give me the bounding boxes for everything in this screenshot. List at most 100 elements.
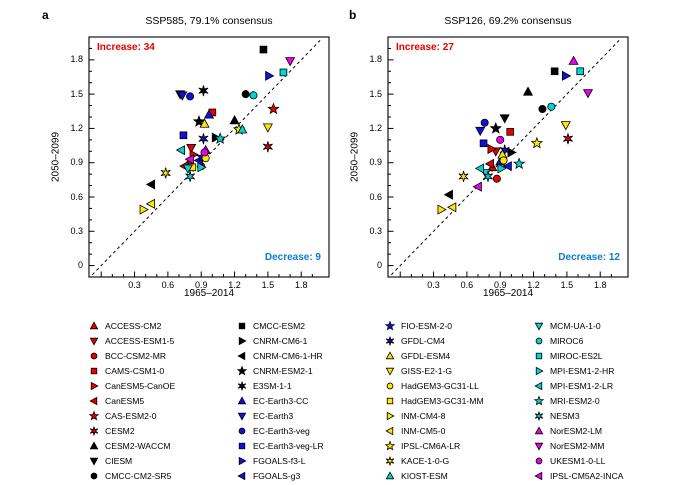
legend-model-label: IPSL-CM5A2-INCA: [550, 470, 624, 481]
data-point-IPSL-CM5A2-INCA: [184, 154, 194, 165]
tri-up-marker-icon: [385, 350, 395, 359]
tri-right-marker-icon: [386, 411, 395, 420]
data-point-INM-CM5-0: [447, 202, 457, 213]
data-point-CAS-ESM2-0: [267, 102, 280, 115]
circle-marker-icon: [386, 382, 394, 389]
legend-column-1: ACCESS-CM2 ACCESS-ESM1-5 BCC-CSM2-MR CAMS-C…: [88, 318, 175, 483]
legend-model-label: NorESM2-MM: [550, 440, 605, 451]
legend-item: GISS-E2-1-G: [384, 363, 484, 378]
data-point-FGOALS-f3-L: [561, 70, 572, 81]
legend-item: NorESM2-MM: [533, 438, 624, 453]
data-point-NorESM2-MM: [285, 57, 296, 67]
legend-model-label: HadGEM3-GC31-MM: [401, 395, 484, 406]
legend-item: CAMS-CSM1-0: [88, 363, 175, 378]
tri-up-marker-icon: [385, 470, 395, 479]
legend-item: HadGEM3-GC31-MM: [384, 393, 484, 408]
data-point-CNRM-CM6-1-HR: [145, 179, 156, 190]
square-marker-icon: [386, 397, 394, 404]
legend-model-label: HadGEM3-GC31-LL: [401, 380, 479, 391]
tri-left-marker-icon: [385, 426, 394, 435]
data-point-MCM-UA-1-0: [182, 164, 193, 174]
circle-marker-icon: [535, 457, 543, 464]
tri-left-marker-icon: [89, 396, 98, 405]
data-point-CNRM-ESM2-1: [192, 115, 206, 127]
data-point-NESM3: [185, 170, 196, 182]
star-marker-icon: [533, 394, 545, 405]
data-point-CAMS-CSM1-0: [506, 128, 515, 136]
y-tick-label: 0.6: [70, 191, 83, 202]
tri-down-marker-icon: [534, 322, 544, 331]
y-tick-label: 1.5: [70, 88, 83, 99]
asterisk-marker-icon: [534, 410, 544, 421]
data-point-CanESM5: [484, 158, 495, 169]
circle-marker-icon: [535, 337, 543, 344]
legend-item: HadGEM3-GC31-LL: [384, 378, 484, 393]
tri-down-marker-icon: [237, 412, 247, 421]
legend-model-label: CMCC-ESM2: [253, 320, 306, 331]
legend-column-3: FIO-ESM-2-0 GFDL-CM4 GFDL-ESM4 GISS-E2-1-G H…: [384, 318, 484, 483]
data-point-ACCESS-ESM1-5: [186, 144, 197, 154]
legend-item: CAS-ESM2-0: [88, 408, 175, 423]
legend-item: MCM-UA-1-0: [533, 318, 624, 333]
asterisk-marker-icon: [385, 335, 395, 346]
legend-model-label: FGOALS-g3: [253, 470, 301, 481]
asterisk-marker-icon: [385, 455, 395, 466]
panel-a-title: SSP585, 79.1% consensus: [145, 15, 273, 27]
circle-marker-icon: [535, 337, 543, 344]
tri-left-marker-icon: [237, 351, 246, 360]
square-marker-icon: [238, 442, 246, 449]
tri-right-marker-icon: [386, 411, 395, 420]
circle-marker-icon: [90, 472, 98, 479]
data-point-CanESM5-CanOE: [487, 143, 497, 155]
data-point-INM-CM4-8: [437, 204, 447, 215]
star-marker-icon: [88, 409, 100, 420]
data-point-FGOALS-g3: [502, 161, 512, 172]
legend-item: EC-Earth3: [236, 408, 324, 423]
y-tick-label: 0: [376, 260, 382, 271]
legend-model-label: BCC-CSM2-MR: [105, 350, 167, 361]
legend-model-label: GISS-E2-1-G: [401, 365, 453, 376]
legend-model-label: INM-CM4-8: [401, 410, 446, 421]
legend-model-label: GFDL-CM4: [401, 335, 445, 346]
tri-up-marker-icon: [89, 320, 99, 329]
legend-model-label: CNRM-CM6-1-HR: [253, 350, 323, 361]
panel-b-xaxis-label: 1965–2014: [482, 288, 534, 299]
asterisk-marker-icon: [237, 380, 247, 391]
data-point-CMCC-ESM2: [259, 45, 268, 54]
legend-item: CESM2: [88, 423, 175, 438]
data-point-CMCC-CM2-SR5: [241, 90, 250, 99]
x-tick-label: 0.6: [161, 280, 175, 290]
tri-down-marker-icon: [385, 367, 395, 376]
data-point-NorESM2-LM: [568, 55, 579, 65]
legend-model-label: EC-Earth3-CC: [253, 395, 309, 406]
legend-model-label: ACCESS-ESM1-5: [105, 335, 175, 346]
legend-model-label: EC-Earth3-veg: [253, 425, 310, 436]
tri-down-marker-icon: [385, 367, 395, 376]
data-point-MPI-ESM1-2-LR: [474, 163, 485, 174]
legend-model-label: MPI-ESM1-2-LR: [550, 380, 614, 391]
legend-model-label: MRI-ESM2-0: [550, 395, 600, 406]
legend-model-label: GFDL-ESM4: [401, 350, 451, 361]
legend-item: E3SM-1-1: [236, 378, 324, 393]
legend-item: FIO-ESM-2-0: [384, 318, 484, 333]
tri-right-marker-icon: [238, 336, 247, 345]
circle-marker-icon: [238, 427, 246, 434]
panel-b-title: SSP126, 69.2% consensus: [444, 15, 572, 27]
legend-item: EC-Earth3-CC: [236, 393, 324, 408]
legend-model-label: EC-Earth3-veg-LR: [253, 440, 324, 451]
x-tick-label: 0.9: [194, 280, 208, 290]
tri-left-marker-icon: [534, 381, 543, 390]
tri-up-marker-icon: [534, 425, 544, 434]
data-point-CESM2: [262, 141, 273, 153]
asterisk-marker-icon: [534, 410, 544, 421]
legend-item: CMCC-ESM2: [236, 318, 324, 333]
data-point-MRI-ESM2-0: [512, 157, 526, 170]
legend-item: MPI-ESM1-2-HR: [533, 363, 624, 378]
legend-item: NESM3: [533, 408, 624, 423]
star-marker-icon: [236, 364, 248, 375]
legend-item: IPSL-CM5A2-INCA: [533, 468, 624, 483]
data-point-CNRM-ESM2-1: [489, 121, 502, 134]
tri-down-marker-icon: [89, 457, 99, 466]
legend-model-label: CAMS-CSM1-0: [105, 365, 165, 376]
star-marker-icon: [384, 439, 396, 450]
